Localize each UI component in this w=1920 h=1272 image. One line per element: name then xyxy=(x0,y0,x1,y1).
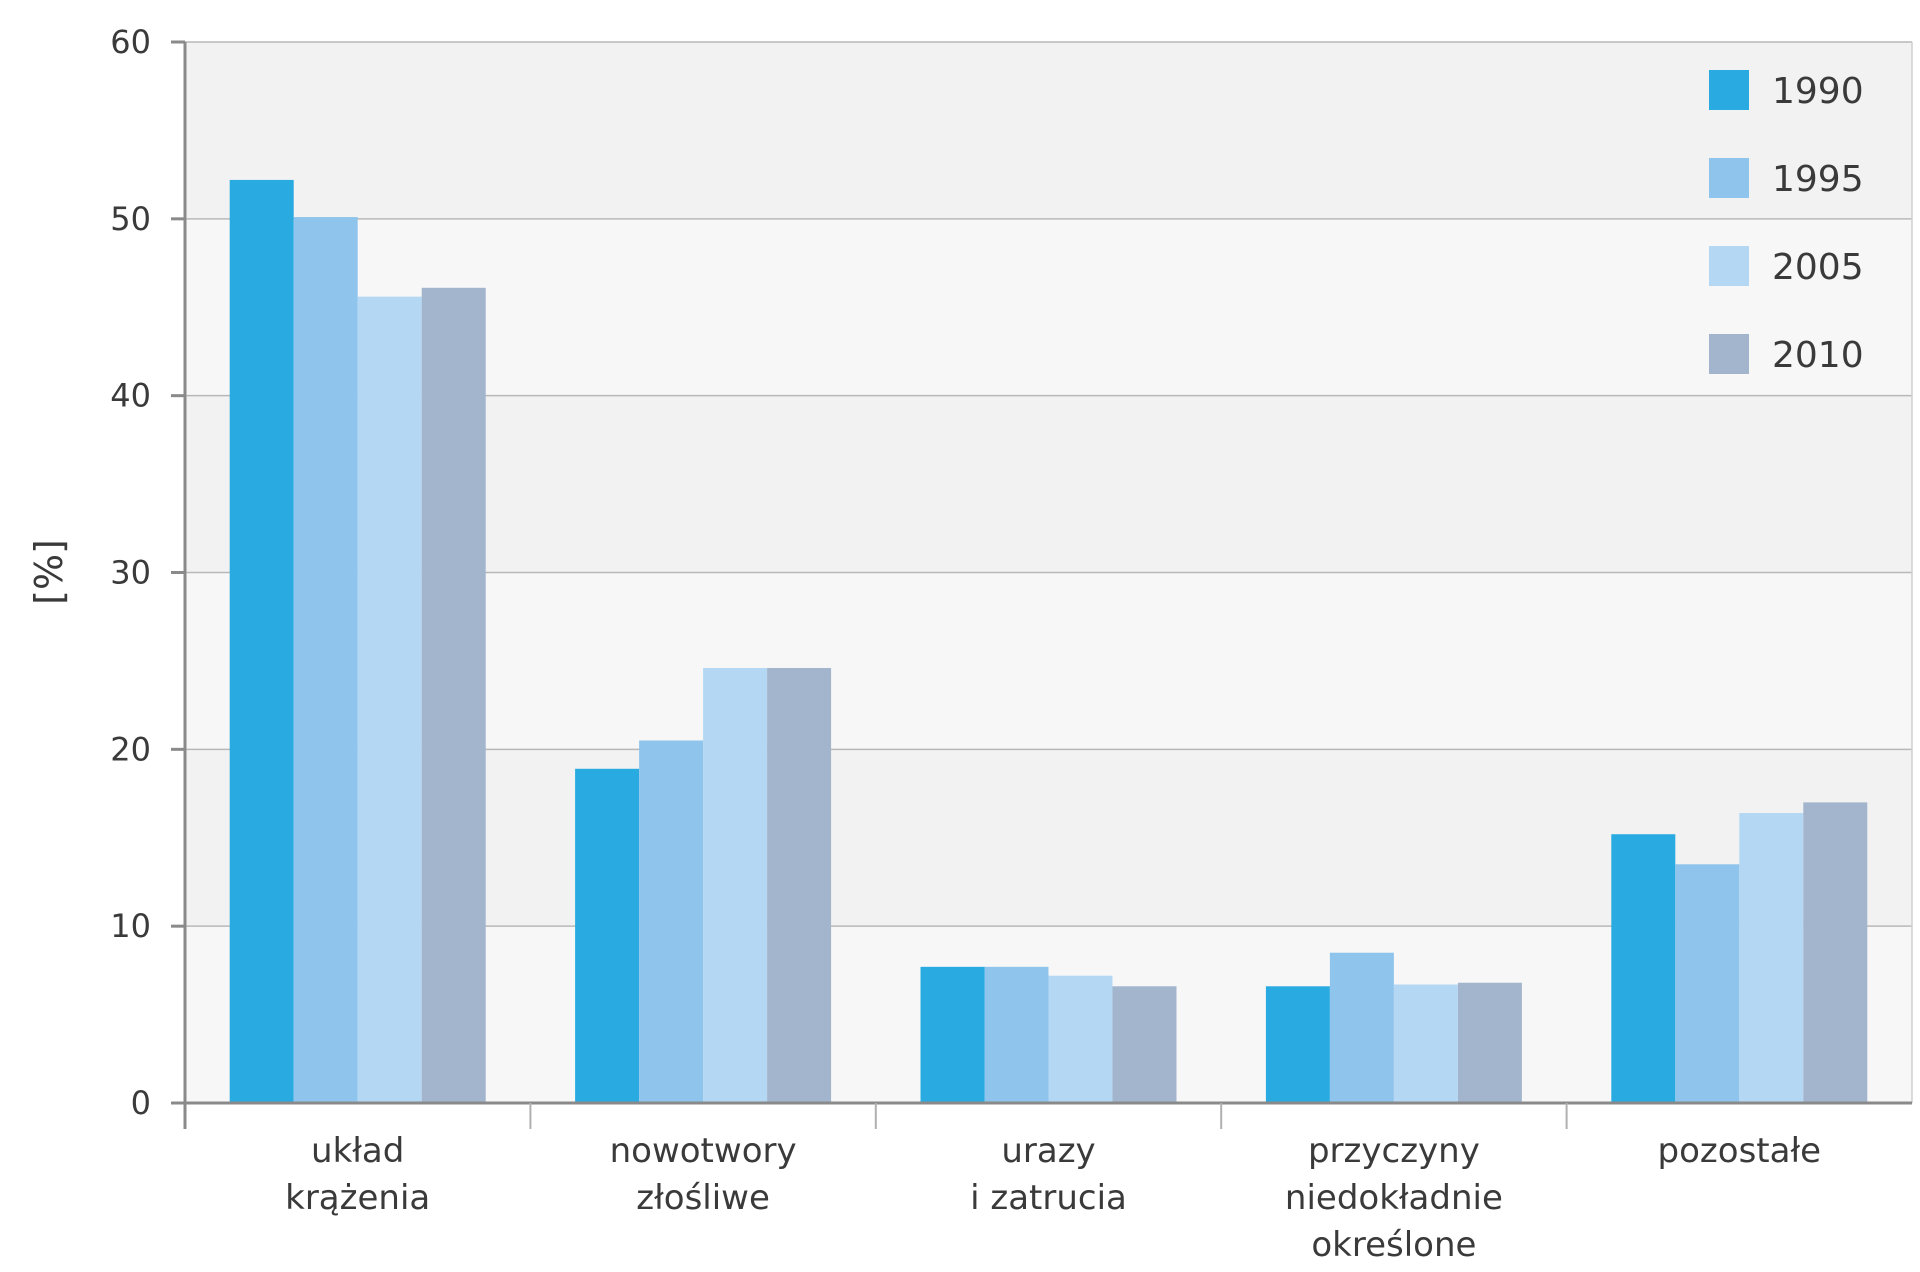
y-tick-label: 10 xyxy=(110,907,151,945)
bar-2010-cat-0 xyxy=(421,287,486,1103)
x-category-label-line: złośliwe xyxy=(636,1178,770,1218)
legend-swatch-2010 xyxy=(1709,334,1749,374)
x-category-label-line: krążenia xyxy=(285,1178,430,1218)
bar-2010-cat-3 xyxy=(1457,982,1522,1103)
axes xyxy=(171,40,1912,1129)
bar-2005-cat-3 xyxy=(1393,984,1458,1103)
legend-label-2010: 2010 xyxy=(1772,335,1864,376)
x-category-label-line: pozostałe xyxy=(1658,1131,1822,1171)
bars xyxy=(229,179,1868,1103)
bar-1995-cat-1 xyxy=(639,740,704,1103)
legend-label-2005: 2005 xyxy=(1772,247,1864,288)
bar-1990-cat-0 xyxy=(229,179,294,1103)
legend-swatch-1995 xyxy=(1709,158,1749,198)
legend-swatch-1990 xyxy=(1709,70,1749,110)
bar-1990-cat-4 xyxy=(1611,834,1676,1103)
bar-2005-cat-2 xyxy=(1048,975,1113,1103)
y-tick-label: 0 xyxy=(131,1084,151,1122)
x-category-label-line: urazy xyxy=(1001,1131,1095,1171)
x-category-label-line: nowotwory xyxy=(610,1131,797,1171)
bar-1995-cat-4 xyxy=(1675,864,1740,1103)
x-category-label-line: określone xyxy=(1311,1225,1476,1265)
y-tick-labels: 0 10 20 30 40 50 60 xyxy=(110,23,151,1122)
x-category-label: nowotwory złośliwe xyxy=(610,1131,797,1218)
x-category-labels: układ krążenia nowotwory złośliwe urazy i zat… xyxy=(285,1131,1821,1265)
x-category-label-line: układ xyxy=(311,1131,404,1171)
bar-1995-cat-2 xyxy=(984,966,1049,1103)
bar-2010-cat-4 xyxy=(1803,802,1868,1103)
bar-1990-cat-3 xyxy=(1265,986,1330,1103)
legend-swatch-2005 xyxy=(1709,246,1749,286)
legend-label-1990: 1990 xyxy=(1772,71,1864,112)
bar-1990-cat-1 xyxy=(575,768,640,1103)
bar-1995-cat-0 xyxy=(293,217,358,1103)
y-tick-label: 30 xyxy=(110,554,151,592)
y-tick-label: 50 xyxy=(110,200,151,238)
x-category-label-line: przyczyny xyxy=(1308,1131,1480,1171)
legend-label-1995: 1995 xyxy=(1772,159,1864,200)
x-category-label: urazy i zatrucia xyxy=(970,1131,1127,1218)
bar-2010-cat-1 xyxy=(767,667,832,1103)
y-tick-label: 20 xyxy=(110,730,151,768)
bar-2005-cat-4 xyxy=(1739,812,1804,1103)
bar-2005-cat-0 xyxy=(357,296,422,1103)
bar-2005-cat-1 xyxy=(703,667,768,1103)
bar-1995-cat-3 xyxy=(1329,952,1394,1103)
y-tick-label: 40 xyxy=(110,377,151,415)
x-category-label: pozostałe xyxy=(1658,1131,1822,1171)
bar-1990-cat-2 xyxy=(920,966,985,1103)
plot-band xyxy=(185,42,1912,219)
x-category-label-line: niedokładnie xyxy=(1285,1178,1503,1218)
x-category-label: przyczyny niedokładnie określone xyxy=(1285,1131,1503,1265)
legend: 1990 1995 2005 2010 xyxy=(1709,70,1864,376)
bar-2010-cat-2 xyxy=(1112,986,1177,1103)
x-category-label: układ krążenia xyxy=(285,1131,430,1218)
y-axis-label: [%] xyxy=(27,539,71,605)
y-tick-label: 60 xyxy=(110,23,151,61)
x-category-label-line: i zatrucia xyxy=(970,1178,1127,1218)
